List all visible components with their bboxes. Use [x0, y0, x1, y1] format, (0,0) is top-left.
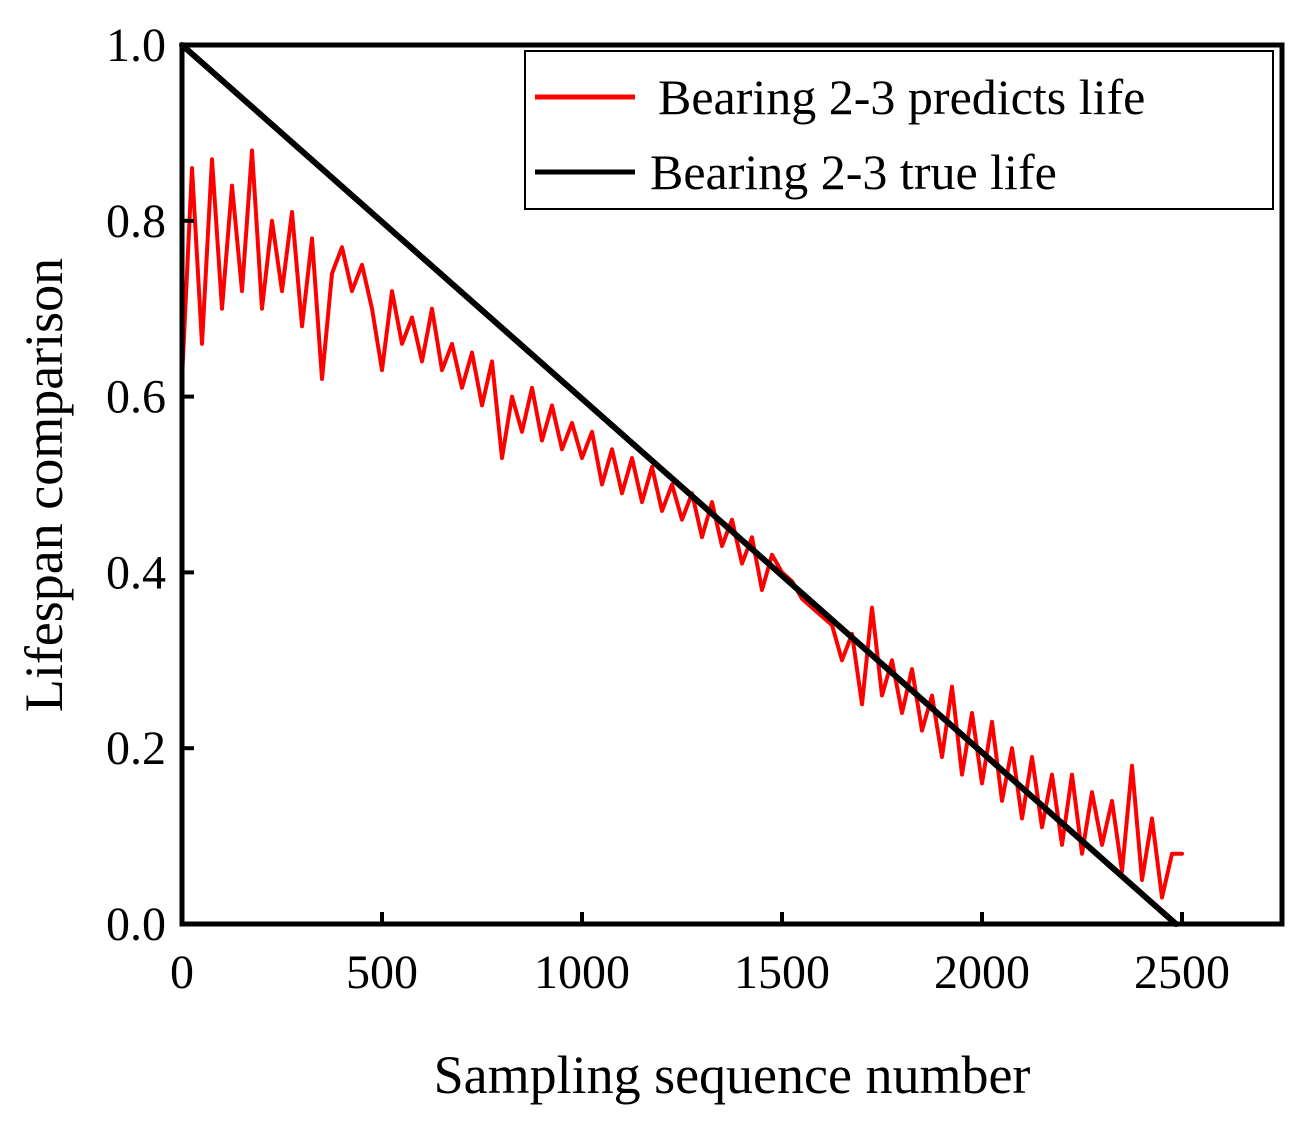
y-tick-label: 0.0 — [106, 898, 166, 951]
legend-box — [524, 50, 1274, 210]
x-tick-label: 1000 — [534, 946, 630, 999]
x-tick-label: 0 — [170, 946, 194, 999]
y-tick-label: 0.4 — [106, 546, 166, 599]
x-tick-label: 500 — [346, 946, 418, 999]
x-tick-label: 2000 — [934, 946, 1030, 999]
legend: Bearing 2-3 predicts life Bearing 2-3 tr… — [524, 50, 1274, 210]
plot-frame — [179, 42, 1285, 927]
legend-label-predicted: Bearing 2-3 predicts life — [658, 69, 1145, 125]
y-tick-label: 1.0 — [106, 19, 166, 72]
series-layer — [179, 42, 1184, 927]
series-line-predicted — [180, 148, 1184, 900]
y-tick-label: 0.2 — [106, 722, 166, 775]
x-axis-title: Sampling sequence number — [434, 1045, 1031, 1105]
y-tick-label: 0.8 — [106, 195, 166, 248]
y-tick-label: 0.6 — [106, 371, 166, 424]
legend-label-true: Bearing 2-3 true life — [650, 144, 1057, 200]
x-tick-label: 2500 — [1134, 946, 1230, 999]
ticks-layer: 0 500 1000 1500 2000 2500 0.0 0.2 0.4 0.6 0.8 1.0 — [106, 19, 1230, 999]
x-tick-label: 1500 — [734, 946, 830, 999]
series-line-true — [179, 42, 1179, 927]
y-axis-title: Lifespan comparison — [14, 258, 74, 712]
